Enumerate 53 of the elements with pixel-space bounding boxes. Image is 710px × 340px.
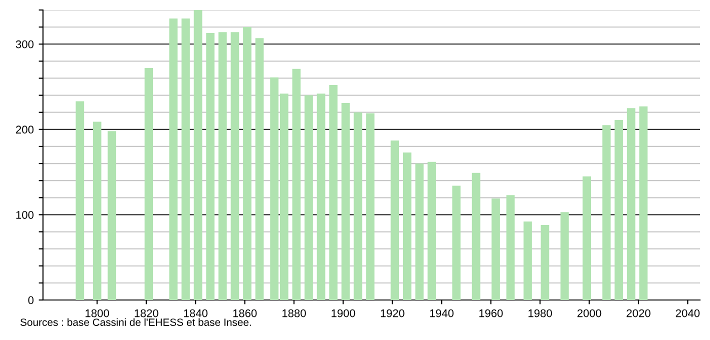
bar [428,162,436,300]
bar [230,32,240,300]
bar [341,102,350,300]
x-tick-label: 1880 [282,309,306,318]
bar [639,106,648,300]
bar [626,108,636,300]
x-tick-label: 2000 [577,309,602,318]
bar [452,186,461,300]
x-tick-label: 1960 [479,309,503,318]
x-tick-label: 1920 [380,309,404,318]
bar [524,222,532,300]
y-tick-label: 0 [28,296,34,304]
bar [540,224,550,300]
x-tick-label: 2020 [626,309,650,318]
bar [243,27,252,300]
bar [506,195,515,300]
bar [472,172,480,300]
bar [316,94,326,300]
bar [366,113,374,300]
x-tick-label: 1900 [332,309,356,318]
x-tick-label: 1860 [233,309,257,318]
x-tick-label: 1940 [430,309,454,318]
bar [415,164,424,300]
bar [169,18,178,300]
bar [255,38,264,300]
bar [582,176,591,300]
y-tick-label: 100 [16,210,34,219]
bar [492,198,500,300]
y-tick-label: 200 [16,126,34,134]
bar [194,10,202,300]
bar [602,125,611,300]
bar [108,131,116,300]
source-note: Sources : base Cassini de l'EHESS et base Insee. [20,318,251,326]
x-tick-label: 1980 [528,309,552,318]
bar [390,140,400,300]
bar [144,68,153,300]
bar [218,32,227,300]
bar [354,112,362,300]
x-tick-label: 2040 [676,309,700,318]
bar [304,95,313,300]
bar [92,122,102,300]
x-tick-label: 1820 [134,309,158,318]
bar [206,33,215,300]
bar [182,18,190,300]
bar [560,212,569,300]
bar [402,152,412,300]
y-tick-label: 300 [16,40,34,48]
x-tick-label: 1800 [86,309,110,318]
bar [292,68,301,300]
bar [329,85,338,300]
bar [614,120,623,300]
bar [76,101,84,300]
x-tick-label: 1840 [184,309,208,318]
